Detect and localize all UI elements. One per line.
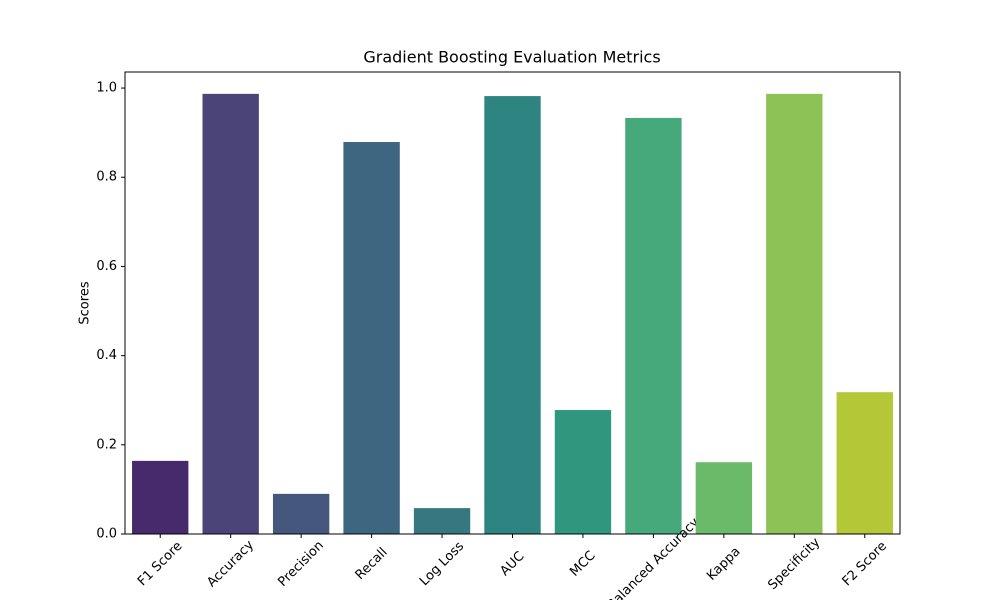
bar [202, 93, 259, 534]
x-tick-label: Specificity [765, 535, 823, 593]
x-tick-label: Precision [275, 538, 327, 590]
bar [132, 460, 189, 534]
y-tick-label: 0.4 [96, 348, 117, 363]
x-tick-label: Recall [353, 545, 391, 583]
bar [836, 392, 893, 534]
x-tick-label: Accuracy [204, 537, 257, 590]
bar [484, 96, 541, 534]
plot-frame [124, 71, 901, 535]
bar [554, 410, 612, 534]
bar [343, 142, 400, 534]
bar [766, 93, 823, 534]
bar [625, 117, 682, 534]
y-tick-label: 1.0 [96, 81, 117, 96]
bar [272, 493, 330, 534]
y-axis-label: Scores [78, 281, 93, 324]
y-tick-label: 0.6 [96, 259, 117, 274]
x-tick-label: AUC [497, 549, 527, 579]
x-tick-label: F1 Score [135, 539, 185, 589]
chart-title: Gradient Boosting Evaluation Metrics [363, 48, 660, 67]
x-tick-label: MCC [567, 548, 598, 579]
bar [695, 462, 753, 534]
x-tick-label: Kappa [704, 544, 743, 583]
y-tick-label: 0.0 [96, 527, 117, 542]
x-tick-label: F2 Score [840, 539, 890, 589]
y-tick-label: 0.8 [96, 170, 117, 185]
bar [413, 508, 471, 534]
x-tick-label: Log Loss [417, 539, 467, 589]
y-tick-label: 0.2 [96, 437, 117, 452]
